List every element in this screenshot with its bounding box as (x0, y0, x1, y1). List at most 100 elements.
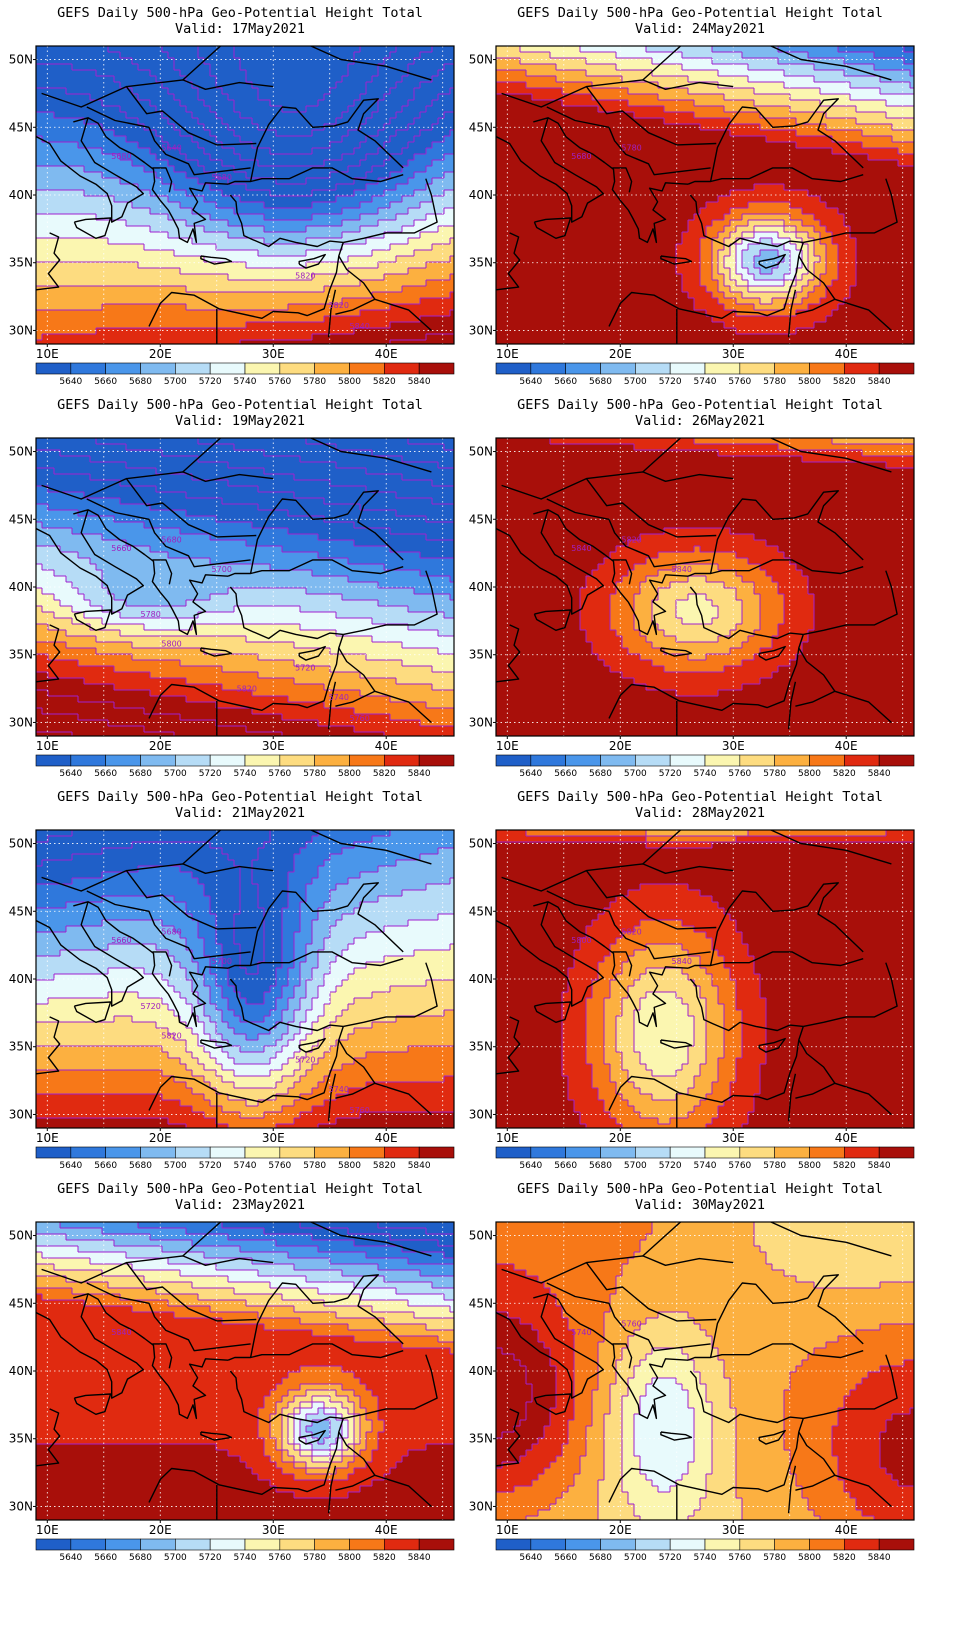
contour-label: 5680 (571, 152, 591, 161)
contour-label: 5720 (295, 1055, 315, 1064)
contour-label: 5700 (212, 565, 232, 574)
colorbar-label: 5760 (728, 1553, 751, 1563)
colorbar-swatch (739, 1538, 775, 1551)
colorbar-swatch (878, 754, 915, 767)
colorbar-swatch (384, 1146, 420, 1159)
panel-valid-date: Valid: 30May2021 (460, 1197, 940, 1213)
y-tick-label: 50N (9, 1229, 33, 1243)
panel-valid-date: Valid: 23May2021 (0, 1197, 480, 1213)
colorbar-swatch (565, 362, 601, 375)
colorbar-label: 5840 (868, 1553, 891, 1563)
colorbar-swatch (600, 1538, 636, 1551)
colorbar-swatch (844, 1146, 880, 1159)
colorbar-label: 5780 (763, 377, 786, 387)
colorbar-swatch (175, 362, 211, 375)
colorbar-swatch (140, 1146, 176, 1159)
colorbar-label: 5640 (519, 1553, 542, 1563)
x-tick-label: 40E (835, 347, 858, 361)
colorbar-swatch (844, 362, 880, 375)
contour-label: 5800 (161, 640, 181, 649)
colorbar-swatch (704, 362, 741, 375)
colorbar-swatch (739, 1146, 775, 1159)
colorbar-label: 5740 (234, 769, 257, 779)
colorbar-swatch (809, 1146, 845, 1159)
x-tick-label: 10E (496, 347, 519, 361)
contour-lines (496, 46, 914, 335)
y-tick-label: 30N (469, 1499, 493, 1513)
y-tick-label: 45N (9, 120, 33, 134)
colorbar-swatch (600, 754, 636, 767)
coastlines (36, 46, 438, 344)
colorbar-label: 5740 (694, 769, 717, 779)
x-tick-label: 10E (496, 739, 519, 753)
colorbar-label: 5700 (164, 377, 187, 387)
coastlines (36, 830, 438, 1128)
colorbar-label: 5660 (554, 377, 577, 387)
y-tick-label: 35N (469, 1432, 493, 1446)
colorbar-label: 5760 (728, 769, 751, 779)
colorbar-label: 5640 (59, 769, 82, 779)
x-tick-label: 40E (375, 1131, 398, 1145)
colorbar-swatch (418, 1538, 455, 1551)
colorbar-label: 5720 (199, 1161, 222, 1171)
colorbar-swatch (844, 754, 880, 767)
x-tick-label: 30E (262, 739, 285, 753)
colorbar-swatch (565, 1538, 601, 1551)
colorbar-swatch (635, 362, 671, 375)
contour-lines (496, 1222, 914, 1520)
colorbar-label: 5820 (833, 1161, 856, 1171)
colorbar-swatch (244, 754, 281, 767)
colorbar-swatch (105, 1146, 141, 1159)
geopotential-map: 5680 5640 5680 5820 5820 5840 10E 20E 30E 40E 50N 4… (9, 45, 455, 387)
contour-label: 5840 (571, 544, 591, 553)
colorbar-label: 5640 (519, 377, 542, 387)
x-tick-label: 30E (722, 1131, 745, 1145)
colorbar-swatch (349, 1146, 385, 1159)
contour-lines (36, 1222, 454, 1499)
panel-title: GEFS Daily 500-hPa Geo-Potential Height … (460, 1181, 940, 1197)
colorbar-label: 5680 (589, 1553, 612, 1563)
y-tick-label: 40N (469, 1364, 493, 1378)
colorbar-swatch (739, 362, 775, 375)
map-panel: 5660 5680 5700 5720 5740 5760 5780 5800 5820 10E 2… (0, 392, 480, 802)
colorbar: 5640 5660 5680 5700 5720 5740 5760 5780 5800 5820… (495, 1146, 915, 1171)
coastlines (36, 438, 438, 736)
coastlines (36, 1222, 438, 1520)
colorbar-swatch (35, 362, 72, 375)
colorbar-swatch (704, 754, 741, 767)
colorbar-label: 5740 (234, 377, 257, 387)
contour-label: 5820 (161, 1032, 181, 1041)
colorbar-swatch (35, 1146, 72, 1159)
colorbar-label: 5780 (303, 377, 326, 387)
colorbar-label: 5660 (94, 769, 117, 779)
height-field (36, 1222, 454, 1520)
colorbar-swatch (809, 754, 845, 767)
colorbar-label: 5820 (833, 377, 856, 387)
height-field (36, 46, 454, 344)
colorbar-label: 5660 (554, 769, 577, 779)
y-tick-label: 30N (9, 1107, 33, 1121)
colorbar-label: 5760 (268, 1553, 291, 1563)
contour-label: 5840 (350, 322, 370, 331)
colorbar-label: 5640 (59, 1161, 82, 1171)
y-tick-label: 45N (469, 904, 493, 918)
panel-title: GEFS Daily 500-hPa Geo-Potential Height … (0, 789, 480, 805)
colorbar-label: 5840 (408, 1553, 431, 1563)
colorbar-swatch (774, 754, 810, 767)
colorbar-label: 5680 (589, 1161, 612, 1171)
colorbar-label: 5660 (94, 1161, 117, 1171)
colorbar-label: 5820 (373, 769, 396, 779)
y-tick-label: 50N (469, 53, 493, 67)
colorbar-label: 5800 (338, 1161, 361, 1171)
colorbar: 5640 5660 5680 5700 5720 5740 5760 5780 5800 5820… (495, 1538, 915, 1563)
colorbar-swatch (669, 1538, 706, 1551)
colorbar-label: 5720 (199, 769, 222, 779)
colorbar-label: 5760 (268, 377, 291, 387)
y-tick-label: 40N (469, 188, 493, 202)
y-tick-label: 30N (469, 1107, 493, 1121)
contour-label: 5800 (571, 936, 591, 945)
x-tick-label: 10E (36, 739, 59, 753)
x-tick-label: 30E (722, 1523, 745, 1537)
colorbar-label: 5780 (763, 769, 786, 779)
